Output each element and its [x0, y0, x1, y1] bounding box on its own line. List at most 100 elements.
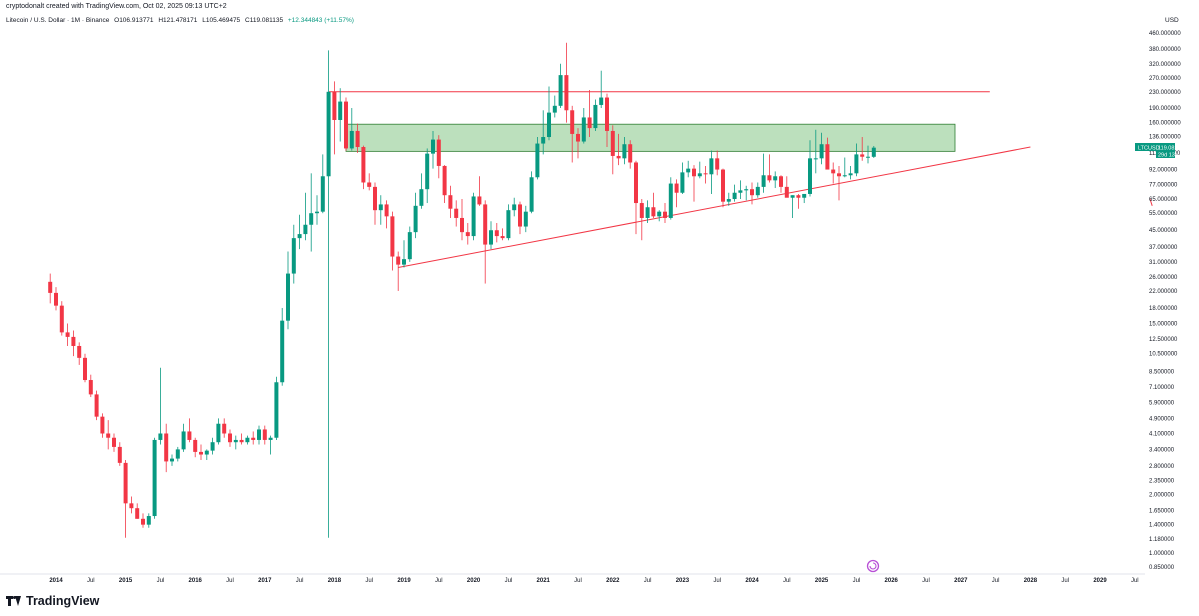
candle-body [425, 153, 430, 190]
candle-body [587, 117, 592, 129]
price-tick-label: 0.850000 [1149, 565, 1175, 571]
price-tick-label: 270.000000 [1149, 76, 1181, 82]
candle-body [222, 423, 227, 434]
candle [860, 137, 865, 161]
candle [170, 454, 174, 466]
candle-body [71, 336, 76, 346]
candle [866, 145, 870, 164]
candle [483, 200, 488, 284]
time-tick-label: 2015 [119, 578, 133, 584]
candle [83, 353, 87, 383]
candle [831, 162, 836, 184]
price-label-price: 119.081135 [1158, 146, 1186, 152]
candle-body [181, 431, 186, 450]
time-axis[interactable]: 2014 Jul 2015 Jul 2016 Jul 2017 Jul 2018 Jul 2019 J… [0, 573, 1145, 584]
candle [616, 133, 621, 166]
price-tick-label: 92.000000 [1149, 168, 1178, 174]
candle [645, 200, 650, 224]
price-tick-label: 2.800000 [1149, 464, 1175, 470]
candle-body [216, 423, 221, 443]
candle-body [257, 429, 261, 440]
candle [71, 330, 76, 357]
candle-body [802, 193, 807, 198]
candle-body [819, 144, 824, 159]
candle [715, 150, 720, 176]
candle-body [581, 117, 586, 142]
candle-body [338, 101, 343, 120]
candle [552, 95, 557, 118]
candle [541, 110, 546, 155]
time-tick-label: 2014 [49, 578, 63, 584]
channel-line-stub [1149, 198, 1153, 206]
price-tick-label: 31.000000 [1149, 260, 1178, 266]
time-tick-label: Jul [435, 578, 443, 584]
candle-body [599, 97, 604, 105]
candle [518, 201, 522, 235]
candle-body [123, 462, 128, 504]
candle-body [251, 437, 256, 440]
price-axis[interactable]: 460.000000 380.000000 320.000000 270.000000… [1149, 31, 1181, 571]
candle [268, 435, 273, 455]
candle [460, 199, 464, 241]
price-tick-label: 22.000000 [1149, 289, 1178, 295]
candle-body [709, 158, 714, 175]
price-tick-label: 10.500000 [1149, 352, 1178, 358]
candle [419, 173, 424, 209]
candle-body [419, 189, 424, 206]
ohlc-high: H121.478171 [158, 17, 198, 24]
candle-body [831, 169, 836, 174]
candle [303, 192, 308, 241]
price-tick-label: 12.500000 [1149, 337, 1178, 343]
candle-body [448, 195, 453, 209]
candle [106, 420, 111, 450]
drawings-layer [328, 91, 1153, 269]
candle [564, 42, 569, 123]
candle [697, 161, 702, 179]
price-axis-unit: USD [1165, 17, 1179, 24]
candle-body [326, 91, 331, 177]
candle [117, 442, 122, 466]
price-tick-label: 26.000000 [1149, 275, 1178, 281]
time-tick-label: Jul [87, 578, 95, 584]
candle-body [721, 169, 725, 202]
candle-body [158, 433, 163, 440]
time-tick-label: Jul [783, 578, 791, 584]
candle-body [48, 281, 53, 293]
candle [210, 437, 215, 455]
candle-body [483, 204, 488, 245]
candle-body [848, 173, 853, 176]
tradingview-logo[interactable]: TradingView [6, 594, 99, 608]
candle [465, 223, 470, 245]
time-tick-label: 2016 [189, 578, 203, 584]
candle-body [465, 232, 470, 237]
candle [251, 431, 256, 445]
candle-body [88, 380, 93, 395]
candle [703, 165, 708, 184]
candle [663, 203, 667, 224]
candle-body [523, 211, 528, 227]
candle [425, 148, 430, 204]
candle [349, 108, 354, 151]
event-marker[interactable] [866, 559, 880, 573]
candle-body [790, 195, 795, 198]
time-tick-label: Jul [296, 578, 304, 584]
candle [59, 301, 64, 336]
candle [622, 137, 627, 165]
candle [599, 70, 604, 109]
price-tick-label: 37.000000 [1149, 245, 1178, 251]
candle [593, 99, 598, 131]
candle [216, 418, 221, 445]
candle-body [262, 429, 267, 440]
candle-body [106, 433, 111, 438]
symbol-name[interactable]: Litecoin / U.S. Dollar · 1M · Binance [6, 17, 110, 24]
time-tick-label: Jul [1131, 578, 1139, 584]
candle-body [349, 130, 354, 149]
ohlc-low: L105.469475 [202, 17, 241, 24]
chart-credit: cryptodonalt created with TradingView.co… [6, 3, 227, 10]
candle [547, 86, 551, 141]
candle [158, 367, 163, 445]
candle [755, 182, 760, 198]
price-tick-label: 460.000000 [1149, 31, 1181, 37]
tradingview-logo-icon [6, 596, 22, 606]
